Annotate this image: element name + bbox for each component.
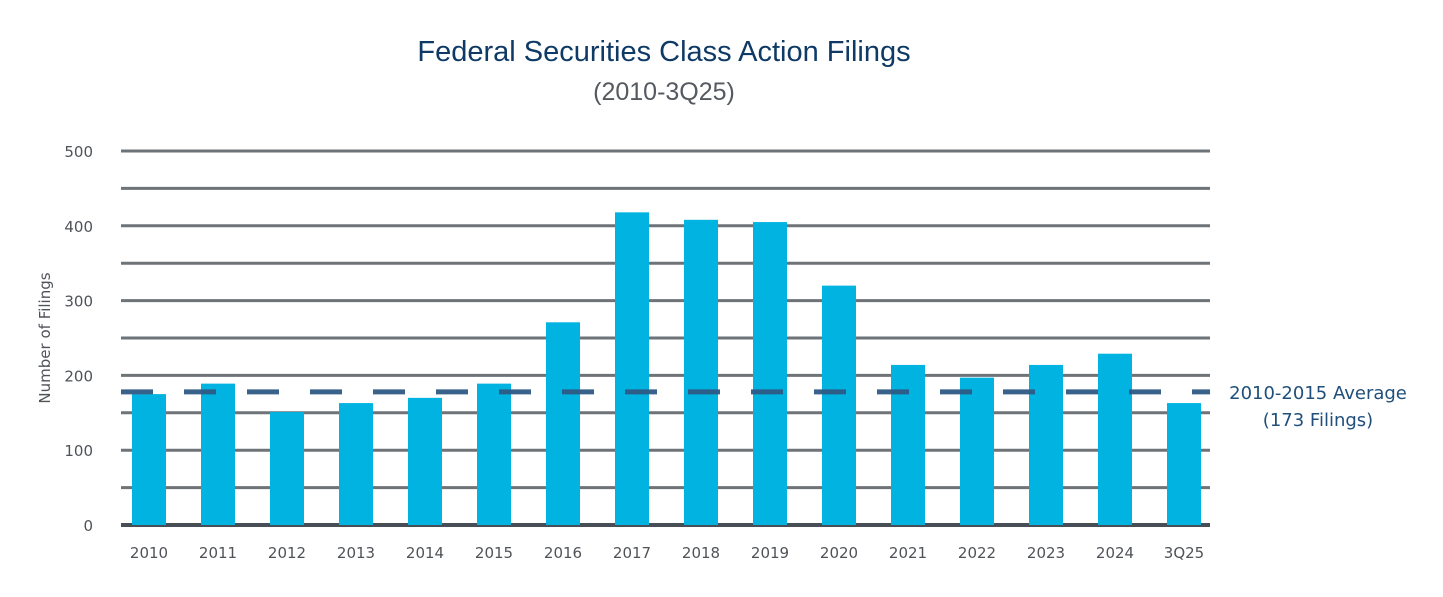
bar: [546, 322, 580, 525]
x-tick-label: 2013: [337, 544, 375, 562]
chart-title: Federal Securities Class Action Filings: [417, 36, 910, 68]
chart-subtitle: (2010-3Q25): [593, 78, 735, 106]
bar: [201, 383, 235, 525]
bar: [132, 394, 166, 525]
y-tick-label: 200: [64, 367, 93, 385]
x-tick-label: 2019: [751, 544, 789, 562]
x-tick-label: 2014: [406, 544, 444, 562]
bar: [1098, 353, 1132, 525]
x-tick-label: 2011: [199, 544, 237, 562]
bar: [684, 219, 718, 526]
bar: [1029, 364, 1063, 525]
x-tick-label: 2018: [682, 544, 720, 562]
bar: [615, 212, 649, 525]
x-tick-label: 2020: [820, 544, 858, 562]
average-label-line1: 2010-2015 Average: [1229, 383, 1407, 404]
x-axis-ticks: 2010 2011 2012 2013 2014 2015 2016 2017 2018 2019…: [130, 544, 1204, 562]
average-label-line2: (173 Filings): [1263, 410, 1373, 431]
x-tick-label: 2022: [958, 544, 996, 562]
y-axis-ticks: 0 100 200 300 400 500: [64, 143, 93, 535]
y-axis-label: Number of Filings: [36, 272, 54, 403]
x-tick-label: 2024: [1096, 544, 1134, 562]
y-tick-label: 100: [64, 442, 93, 460]
y-tick-label: 300: [64, 293, 93, 311]
bar: [408, 397, 442, 525]
x-tick-label: 2021: [889, 544, 927, 562]
x-tick-label: 2012: [268, 544, 306, 562]
x-tick-label: 2017: [613, 544, 651, 562]
x-tick-label: 2023: [1027, 544, 1065, 562]
bar: [960, 377, 994, 525]
bar: [477, 383, 511, 525]
x-tick-label: 2016: [544, 544, 582, 562]
bar: [822, 285, 856, 525]
x-tick-label: 3Q25: [1164, 544, 1204, 562]
y-tick-label: 400: [64, 218, 93, 236]
x-tick-label: 2010: [130, 544, 168, 562]
bar: [270, 412, 304, 525]
bar: [753, 222, 787, 525]
bar: [891, 364, 925, 525]
bar: [339, 403, 373, 525]
bars: [132, 212, 1201, 526]
x-tick-label: 2015: [475, 544, 513, 562]
bar: [1167, 403, 1201, 525]
y-tick-label: 500: [64, 143, 93, 161]
y-tick-label: 0: [83, 517, 93, 535]
